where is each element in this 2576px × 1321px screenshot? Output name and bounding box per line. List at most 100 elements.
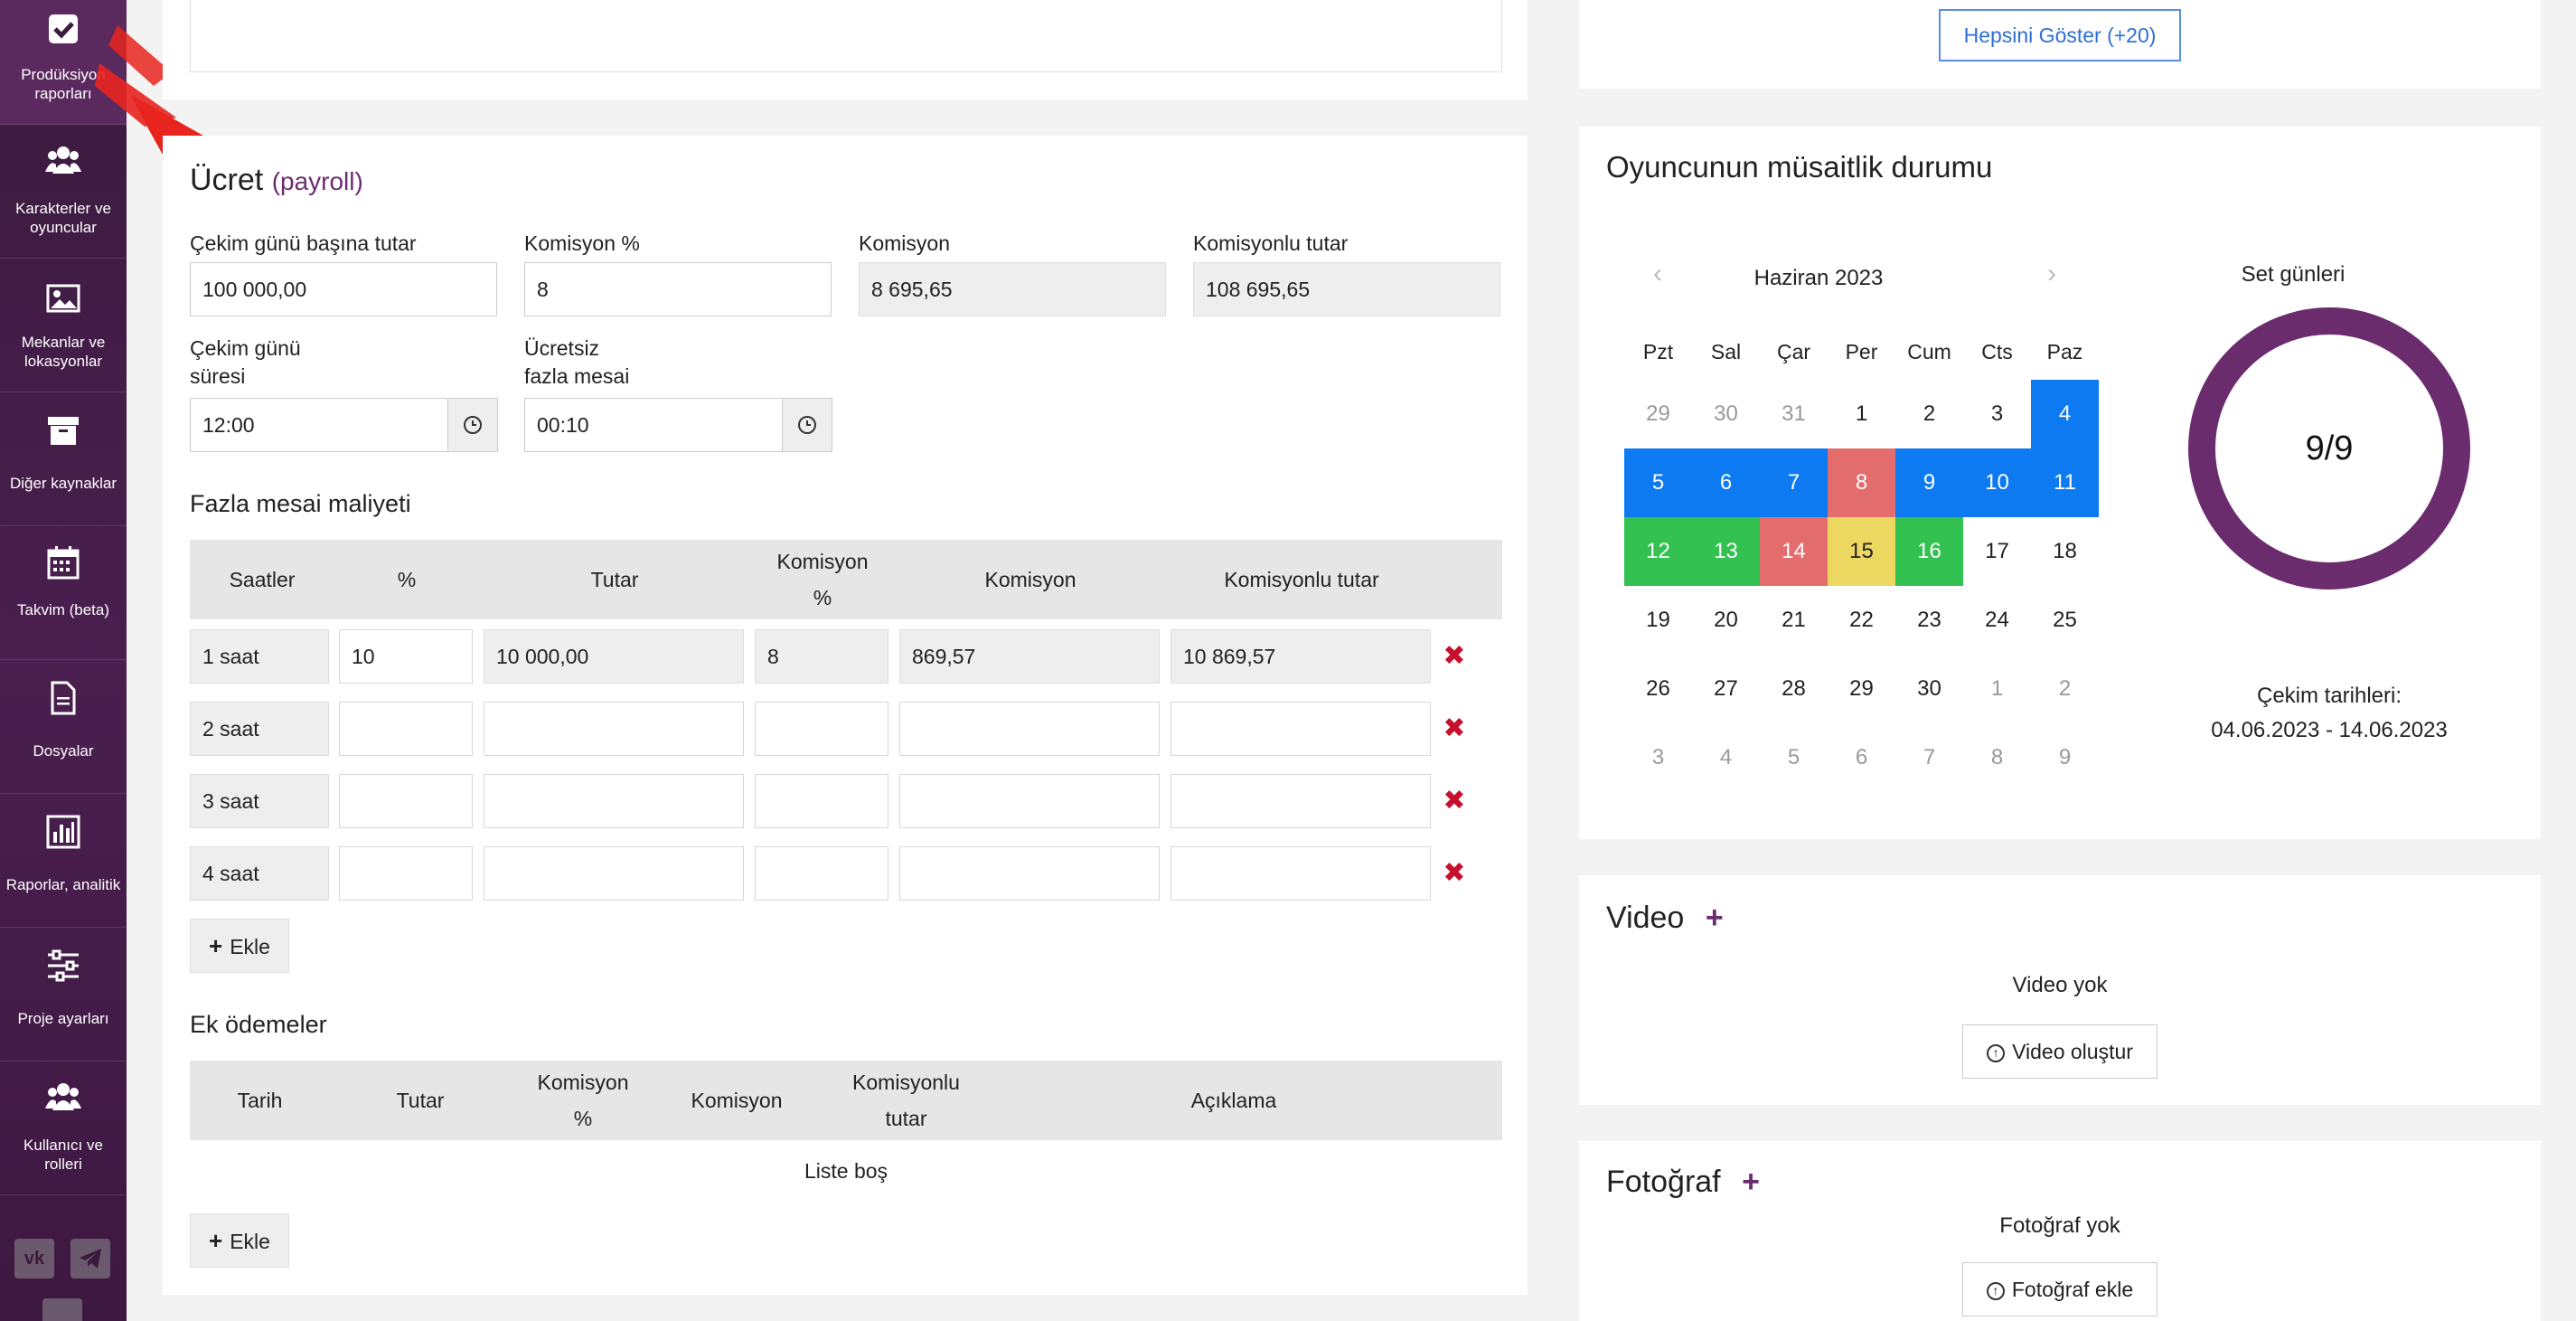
day-rate-input[interactable]: 100 000,00 [190,262,497,316]
sidebar-item-production-reports[interactable]: Prodüksiyon raporları [0,0,127,125]
ot-row2-comm-pct[interactable] [755,702,888,756]
sidebar-item-other-resources[interactable]: Diğer kaynaklar [0,392,127,526]
ot-row3-amount[interactable] [484,774,744,828]
sidebar-item-label: Raporlar, analitik [5,876,121,893]
calendar-day[interactable]: 1 [1990,676,2004,701]
ot-row1-pct[interactable]: 10 [339,629,473,684]
sidebar-item-locations[interactable]: Mekanlar ve lokasyonlar [0,259,127,392]
add-photo-icon[interactable]: + [1742,1165,1760,1199]
add-photo-button[interactable]: ↑ Fotoğraf ekle [1962,1262,2158,1316]
sidebar-item-users-roles[interactable]: Kullanıcı ve rolleri [0,1062,127,1195]
calendar-day[interactable]: 8 [1990,745,2004,769]
calendar-day[interactable]: 17 [1985,539,2009,563]
calendar-day[interactable]: 12 [1624,517,1692,586]
next-month-icon[interactable]: › [2047,259,2056,288]
duration-clock-button[interactable] [448,398,498,452]
sidebar-item-files[interactable]: Dosyalar [0,660,127,794]
delete-icon[interactable]: ✖ [1443,858,1466,888]
calendar-day[interactable]: 23 [1917,608,1941,632]
free-ot-input[interactable]: 00:10 [524,398,783,452]
ot-row3-commission[interactable] [899,774,1160,828]
ot-row3-total[interactable] [1170,774,1431,828]
sidebar-item-reports[interactable]: Raporlar, analitik [0,794,127,928]
commission-pct-input[interactable]: 8 [524,262,832,316]
delete-icon[interactable]: ✖ [1443,786,1466,816]
th-extra-commission: Komisyon [691,1089,783,1112]
calendar-day[interactable]: 6 [1855,745,1868,769]
create-video-button[interactable]: ↑ Video oluştur [1962,1024,2158,1079]
th-extra-total-2: tutar [885,1107,927,1130]
total-value: 108 695,65 [1193,262,1500,316]
telegram-icon[interactable] [71,1239,110,1279]
calendar-day[interactable]: 4 [2031,380,2099,448]
calendar-day[interactable]: 22 [1849,608,1874,632]
calendar-day[interactable]: 15 [1828,517,1895,586]
ot-row2-total[interactable] [1170,702,1431,756]
calendar-day[interactable]: 5 [1787,745,1800,769]
overtime-add-button[interactable]: + Ekle [190,919,289,973]
extra-add-button[interactable]: + Ekle [190,1213,289,1268]
calendar-day[interactable]: 10 [1963,448,2031,517]
calendar-day[interactable]: 31 [1782,401,1806,426]
notes-textarea[interactable] [190,0,1502,72]
calendar-day[interactable]: 7 [1760,448,1828,517]
ot-row4-comm-pct[interactable] [755,846,888,901]
calendar-day[interactable]: 25 [2053,608,2077,632]
calendar-day[interactable]: 26 [1646,676,1670,701]
delete-icon[interactable]: ✖ [1443,641,1466,671]
calendar-day[interactable]: 30 [1917,676,1941,701]
calendar-day[interactable]: 30 [1714,401,1738,426]
ot-row4-commission[interactable] [899,846,1160,901]
calendar-day[interactable]: 28 [1782,676,1806,701]
calendar-day[interactable]: 27 [1714,676,1738,701]
ot-row3-pct[interactable] [339,774,473,828]
calendar-day[interactable]: 18 [2053,539,2077,563]
calendar-day[interactable]: 3 [1990,401,2004,426]
calendar-day[interactable]: 8 [1828,448,1895,517]
calendar-day[interactable]: 24 [1985,608,2009,632]
calendar-day[interactable]: 16 [1895,517,1963,586]
calendar-day[interactable]: 13 [1692,517,1760,586]
ot-row3-comm-pct[interactable] [755,774,888,828]
calendar-day[interactable]: 2 [2058,676,2072,701]
ot-row2-commission[interactable] [899,702,1160,756]
calendar-day[interactable]: 29 [1646,401,1670,426]
ot-row4-amount[interactable] [484,846,744,901]
calendar-day[interactable]: 7 [1923,745,1936,769]
calendar-day[interactable]: 9 [2058,745,2072,769]
calendar-day[interactable]: 11 [2031,448,2099,517]
calendar-day[interactable]: 6 [1692,448,1760,517]
youtube-icon[interactable] [42,1298,82,1321]
calendar-day[interactable]: 29 [1849,676,1874,701]
calendar-day[interactable]: 21 [1782,608,1806,632]
sidebar-item-characters[interactable]: Karakterler ve oyuncular [0,125,127,259]
calendar-day[interactable]: 14 [1760,517,1828,586]
calendar-day[interactable]: 20 [1714,608,1738,632]
ot-row2-amount[interactable] [484,702,744,756]
day-name: Cts [1981,340,2013,363]
calendar-day[interactable]: 19 [1646,608,1670,632]
free-ot-clock-button[interactable] [783,398,832,452]
plus-icon: + [209,1227,223,1254]
duration-input[interactable]: 12:00 [190,398,448,452]
add-video-icon[interactable]: + [1705,901,1724,935]
show-all-panel: Hepsini Göster (+20) [1579,0,2541,89]
calendar-day[interactable]: 3 [1651,745,1665,769]
calendar-day[interactable]: 1 [1855,401,1868,426]
ot-row4-total[interactable] [1170,846,1431,901]
delete-icon[interactable]: ✖ [1443,713,1466,743]
calendar-day[interactable]: 4 [1719,745,1733,769]
ot-row2-pct[interactable] [339,702,473,756]
calendar-day[interactable]: 9 [1895,448,1963,517]
sidebar-item-project-settings[interactable]: Proje ayarları [0,928,127,1062]
prev-month-icon[interactable]: ‹ [1653,259,1662,288]
th-commission: Komisyon [984,568,1076,591]
calendar-day[interactable]: 2 [1923,401,1936,426]
vk-icon[interactable]: vk [14,1239,54,1279]
day-name: Per [1845,340,1878,363]
ot-row4-pct[interactable] [339,846,473,901]
calendar-day[interactable]: 5 [1624,448,1692,517]
upload-icon: ↑ [1986,1281,2005,1300]
show-all-button[interactable]: Hepsini Göster (+20) [1939,9,2181,61]
sidebar-item-calendar[interactable]: Takvim (beta) [0,526,127,660]
